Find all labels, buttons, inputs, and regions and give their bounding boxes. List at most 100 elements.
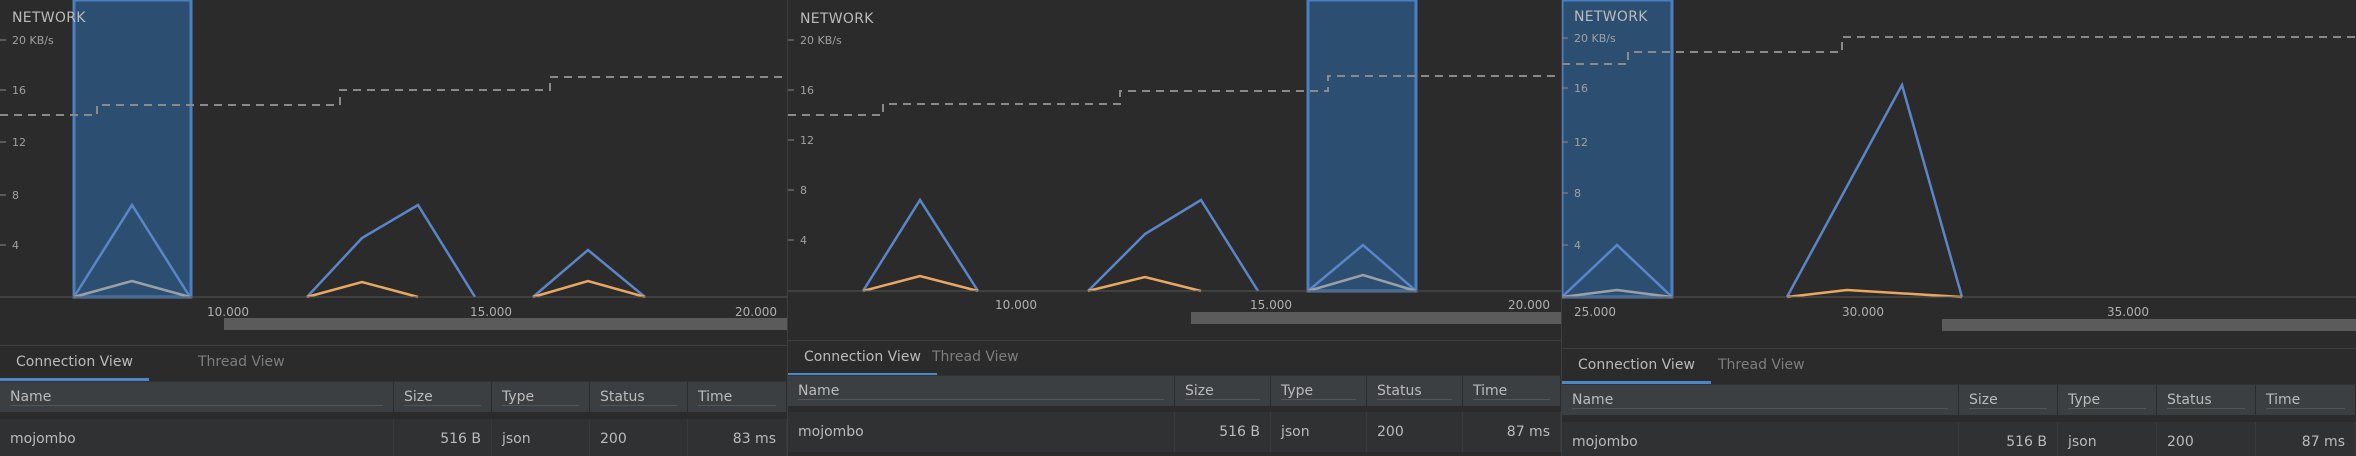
x-tick-label: 20.000	[1508, 298, 1550, 312]
received-series	[532, 248, 646, 298]
chart-title: NETWORK	[1574, 9, 1648, 25]
network-chart[interactable]	[788, 0, 1561, 300]
column-header-size[interactable]: Size	[394, 382, 492, 412]
network-chart[interactable]	[0, 0, 787, 300]
view-tabs: Connection View Thread View	[0, 345, 787, 381]
column-header-type[interactable]: Type	[1271, 376, 1367, 406]
cell-type: json	[492, 419, 590, 456]
column-header-name[interactable]: Name	[1562, 385, 1959, 415]
y-tick-label: 8	[12, 189, 19, 202]
column-header-name[interactable]: Name	[0, 382, 394, 412]
table-row[interactable]: mojombo 516 B json 200 83 ms	[0, 419, 787, 456]
cell-size: 516 B	[1959, 422, 2058, 456]
x-tick-label: 20.000	[735, 305, 777, 319]
y-tick-label: 16	[12, 84, 26, 97]
y-axis-ticks	[788, 39, 794, 241]
timeline-scrollbar[interactable]	[1942, 319, 2356, 331]
column-header-time[interactable]: Time	[688, 382, 787, 412]
column-header-type[interactable]: Type	[2058, 385, 2157, 415]
received-series	[306, 203, 477, 298]
column-header-name[interactable]: Name	[788, 376, 1175, 406]
y-axis-ticks	[1562, 37, 1568, 246]
chart-title: NETWORK	[800, 11, 874, 27]
cell-type: json	[1271, 412, 1367, 452]
y-tick-label: 12	[1574, 136, 1588, 149]
y-tick-label: 8	[800, 184, 807, 197]
y-axis-unit: 20 KB/s	[800, 34, 842, 47]
x-tick-label: 10.000	[207, 305, 249, 319]
network-panel-2: NETWORK 20 KB/s 16 12 8 4 10.000 15.000 …	[787, 0, 1561, 456]
x-tick-label: 25.000	[1574, 305, 1616, 319]
x-tick-label: 35.000	[2107, 305, 2149, 319]
timeline-scrollbar[interactable]	[1191, 312, 1561, 324]
view-tabs: Connection View Thread View	[1562, 348, 2356, 384]
sent-series	[1087, 275, 1202, 293]
column-header-status[interactable]: Status	[2157, 385, 2256, 415]
column-header-size[interactable]: Size	[1175, 376, 1271, 406]
x-tick-label: 30.000	[1842, 305, 1884, 319]
y-tick-label: 4	[1574, 239, 1581, 252]
y-tick-label: 4	[800, 234, 807, 247]
column-header-type[interactable]: Type	[492, 382, 590, 412]
received-series	[72, 202, 192, 298]
connections-dashed-line	[0, 76, 787, 116]
cell-size: 516 B	[394, 419, 492, 456]
cell-name: mojombo	[788, 412, 1175, 452]
view-tabs: Connection View Thread View	[788, 340, 1561, 376]
sent-series	[862, 274, 979, 293]
received-series	[1562, 243, 1673, 298]
tab-connection-view[interactable]: Connection View	[1562, 349, 1711, 384]
y-tick-label: 16	[800, 84, 814, 97]
y-axis-ticks	[0, 39, 6, 246]
table-header: Name Size Type Status Time	[1562, 384, 2356, 415]
network-panel-1: NETWORK 20 KB/s 16 12 8 4 10.000 15.000 …	[0, 0, 787, 456]
column-header-time[interactable]: Time	[2256, 385, 2356, 415]
cell-status: 200	[2157, 422, 2256, 456]
column-header-size[interactable]: Size	[1959, 385, 2058, 415]
column-header-status[interactable]: Status	[1367, 376, 1463, 406]
tab-thread-view[interactable]: Thread View	[932, 349, 1019, 365]
sent-series	[532, 279, 646, 299]
cell-status: 200	[590, 419, 688, 456]
connections-series	[73, 279, 191, 299]
tab-thread-view[interactable]: Thread View	[198, 354, 285, 370]
table-header: Name Size Type Status Time	[788, 375, 1561, 406]
received-series	[1307, 243, 1417, 292]
x-tick-label: 15.000	[1250, 298, 1292, 312]
y-tick-label: 8	[1574, 187, 1581, 200]
received-series	[1087, 198, 1260, 292]
y-tick-label: 12	[12, 136, 26, 149]
cell-name: mojombo	[1562, 422, 1959, 456]
table-header: Name Size Type Status Time	[0, 381, 787, 412]
tab-connection-view[interactable]: Connection View	[0, 346, 149, 381]
cell-name: mojombo	[0, 419, 394, 456]
selection-range	[72, 0, 193, 299]
cell-time: 87 ms	[2256, 422, 2356, 456]
connections-dashed-line	[788, 75, 1561, 116]
tab-thread-view[interactable]: Thread View	[1718, 357, 1805, 373]
network-chart[interactable]	[1562, 0, 2356, 300]
tab-connection-view[interactable]: Connection View	[788, 341, 937, 376]
received-series	[861, 197, 980, 292]
sent-series	[1786, 288, 1963, 299]
chart-title: NETWORK	[12, 10, 86, 26]
sent-series	[306, 280, 419, 299]
network-panel-3: NETWORK 20 KB/s 16 12 8 4 25.000 30.000 …	[1561, 0, 2356, 456]
table-row[interactable]: mojombo 516 B json 200 87 ms	[788, 412, 1561, 452]
connections-dashed-line	[1562, 36, 2356, 65]
column-header-status[interactable]: Status	[590, 382, 688, 412]
cell-time: 87 ms	[1463, 412, 1561, 452]
x-tick-label: 10.000	[995, 298, 1037, 312]
received-series	[1785, 81, 1964, 298]
y-axis-unit: 20 KB/s	[1574, 32, 1616, 45]
cell-type: json	[2058, 422, 2157, 456]
y-tick-label: 16	[1574, 82, 1588, 95]
y-tick-label: 4	[12, 239, 19, 252]
cell-size: 516 B	[1175, 412, 1271, 452]
table-row[interactable]: mojombo 516 B json 200 87 ms	[1562, 422, 2356, 456]
column-header-time[interactable]: Time	[1463, 376, 1561, 406]
timeline-scrollbar[interactable]	[224, 318, 787, 330]
cell-time: 83 ms	[688, 419, 787, 456]
connections-series	[1307, 273, 1417, 293]
